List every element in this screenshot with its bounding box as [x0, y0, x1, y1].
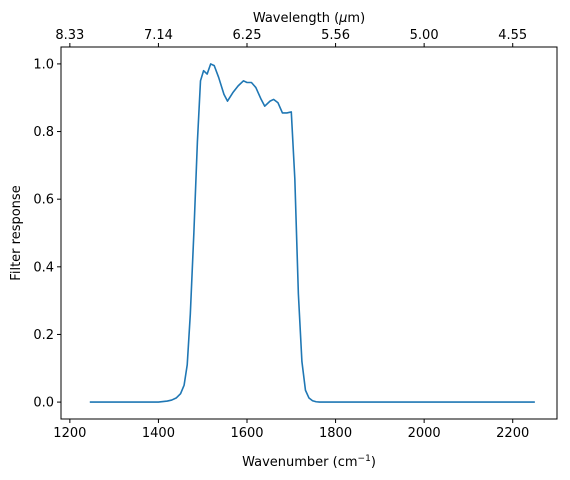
x-axis-ticks: 1200 1400 1600 1800 2000 2200 [53, 419, 529, 441]
x-tick-label: 2000 [408, 426, 441, 441]
top-tick-label: 8.33 [55, 28, 84, 43]
top-axis-title: Wavelength (μm) [253, 11, 365, 26]
x-tick-label: 1400 [142, 426, 175, 441]
y-tick-label: 0.0 [33, 396, 54, 411]
top-tick-label: 4.55 [498, 28, 527, 43]
x-tick-label: 1200 [53, 426, 86, 441]
y-axis-title: Filter response [9, 185, 24, 280]
x-tick-label: 2200 [496, 426, 529, 441]
top-axis-ticks: 8.33 7.14 6.25 5.56 5.00 4.55 [55, 28, 527, 47]
y-tick-label: 0.8 [33, 125, 54, 140]
top-tick-label: 5.00 [410, 28, 439, 43]
x-tick-label: 1600 [230, 426, 263, 441]
x-axis-title: Wavenumber (cm−1) [242, 454, 376, 470]
top-tick-label: 5.56 [321, 28, 350, 43]
plot-frame [60, 46, 558, 420]
y-tick-label: 0.6 [33, 193, 54, 208]
top-tick-label: 7.14 [144, 28, 173, 43]
y-tick-label: 0.2 [33, 328, 54, 343]
x-tick-label: 1800 [319, 426, 352, 441]
top-tick-label: 6.25 [233, 28, 262, 43]
y-axis-ticks: 0.0 0.2 0.4 0.6 0.8 1.0 [33, 57, 61, 411]
y-tick-label: 1.0 [33, 57, 54, 72]
y-tick-label: 0.4 [33, 260, 54, 275]
filter-response-line [89, 63, 535, 403]
plot-area [61, 47, 557, 419]
